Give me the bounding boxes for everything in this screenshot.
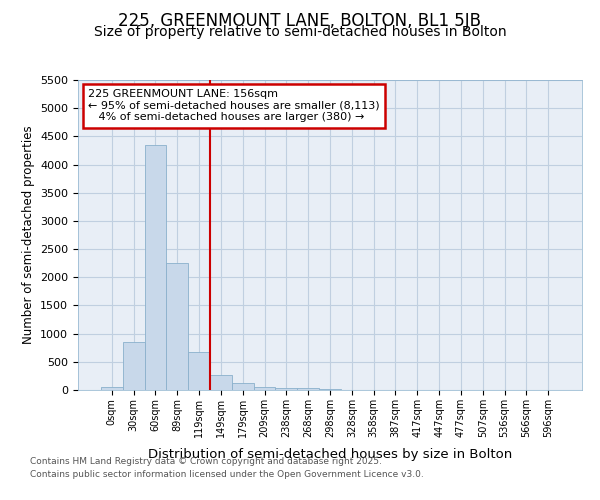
Bar: [166, 263, 188, 390]
Bar: [210, 376, 232, 390]
Bar: [254, 386, 275, 390]
Text: Contains HM Land Registry data © Crown copyright and database right 2025.: Contains HM Land Registry data © Crown c…: [30, 458, 382, 466]
Text: 225 GREENMOUNT LANE: 156sqm
← 95% of semi-detached houses are smaller (8,113)
  : 225 GREENMOUNT LANE: 156sqm ← 95% of sem…: [88, 90, 380, 122]
Bar: [275, 388, 297, 390]
Bar: [232, 382, 254, 390]
Bar: [188, 352, 210, 390]
Bar: [123, 342, 145, 390]
Bar: [145, 145, 166, 390]
Bar: [297, 388, 319, 390]
Text: 225, GREENMOUNT LANE, BOLTON, BL1 5JB: 225, GREENMOUNT LANE, BOLTON, BL1 5JB: [119, 12, 482, 30]
Y-axis label: Number of semi-detached properties: Number of semi-detached properties: [22, 126, 35, 344]
Text: Contains public sector information licensed under the Open Government Licence v3: Contains public sector information licen…: [30, 470, 424, 479]
Bar: [101, 387, 123, 390]
Text: Size of property relative to semi-detached houses in Bolton: Size of property relative to semi-detach…: [94, 25, 506, 39]
X-axis label: Distribution of semi-detached houses by size in Bolton: Distribution of semi-detached houses by …: [148, 448, 512, 461]
